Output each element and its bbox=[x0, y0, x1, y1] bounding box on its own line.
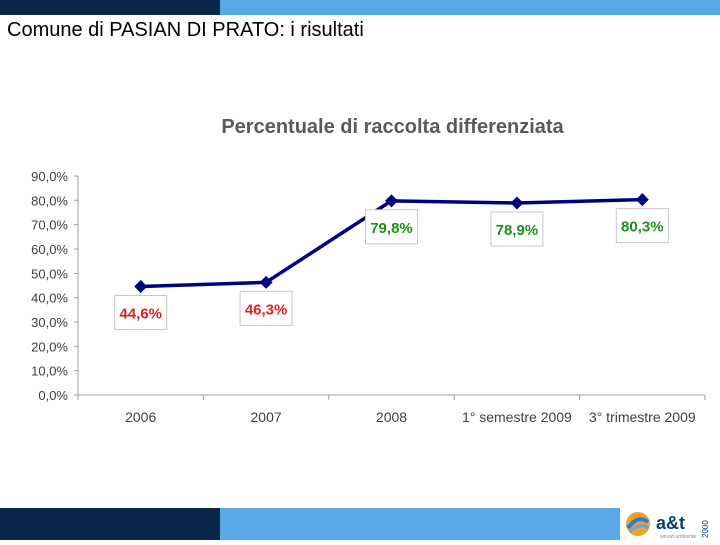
y-tick-label: 80,0% bbox=[31, 193, 68, 208]
x-tick-label: 2006 bbox=[125, 409, 156, 425]
logo-text: a&t bbox=[656, 513, 685, 533]
data-label-box bbox=[490, 211, 544, 247]
top-banner bbox=[0, 0, 720, 15]
x-tick-label: 2008 bbox=[376, 409, 407, 425]
x-tick-label: 1° semestre 2009 bbox=[462, 409, 572, 425]
top-banner-blue bbox=[220, 0, 720, 15]
data-label: 79,8% bbox=[370, 220, 413, 237]
data-label: 44,6% bbox=[119, 305, 162, 322]
y-tick-label: 10,0% bbox=[31, 364, 68, 379]
y-tick-label: 90,0% bbox=[31, 169, 68, 184]
top-banner-navy bbox=[0, 0, 220, 15]
data-point bbox=[134, 279, 148, 293]
logo-mark-icon: a&t 2000 servizi ambiente bbox=[626, 512, 710, 540]
y-tick-label: 20,0% bbox=[31, 339, 68, 354]
data-label: 46,3% bbox=[245, 301, 288, 318]
x-tick-label: 2007 bbox=[251, 409, 282, 425]
data-label: 80,3% bbox=[621, 219, 664, 236]
y-tick-label: 40,0% bbox=[31, 291, 68, 306]
slide-title: Comune di PASIAN DI PRATO: i risultati bbox=[7, 19, 364, 41]
data-label: 78,9% bbox=[496, 222, 539, 239]
y-tick-label: 60,0% bbox=[31, 242, 68, 257]
y-tick-label: 70,0% bbox=[31, 218, 68, 233]
data-point bbox=[510, 196, 524, 210]
data-point bbox=[385, 194, 398, 208]
bottom-banner bbox=[0, 508, 720, 540]
data-label-box bbox=[239, 290, 293, 326]
logo-year: 2000 bbox=[701, 520, 710, 538]
data-label-box bbox=[365, 209, 418, 245]
logo-tagline: servizi ambiente bbox=[660, 534, 696, 540]
bottom-banner-blue bbox=[220, 508, 620, 540]
bottom-banner-navy bbox=[0, 508, 220, 540]
data-point bbox=[635, 193, 649, 207]
x-tick-label: 3° trimestre 2009 bbox=[589, 409, 696, 425]
chart: Percentuale di raccolta differenziata 0,0… bbox=[31, 116, 706, 425]
y-tick-label: 50,0% bbox=[31, 266, 68, 281]
chart-title: Percentuale di raccolta differenziata bbox=[221, 116, 564, 138]
logo: a&t 2000 servizi ambiente bbox=[620, 508, 720, 540]
data-point bbox=[259, 275, 273, 289]
y-tick-label: 0,0% bbox=[38, 388, 68, 403]
data-label-box bbox=[615, 208, 669, 244]
data-label-box bbox=[114, 294, 168, 330]
y-tick-label: 30,0% bbox=[31, 315, 68, 330]
